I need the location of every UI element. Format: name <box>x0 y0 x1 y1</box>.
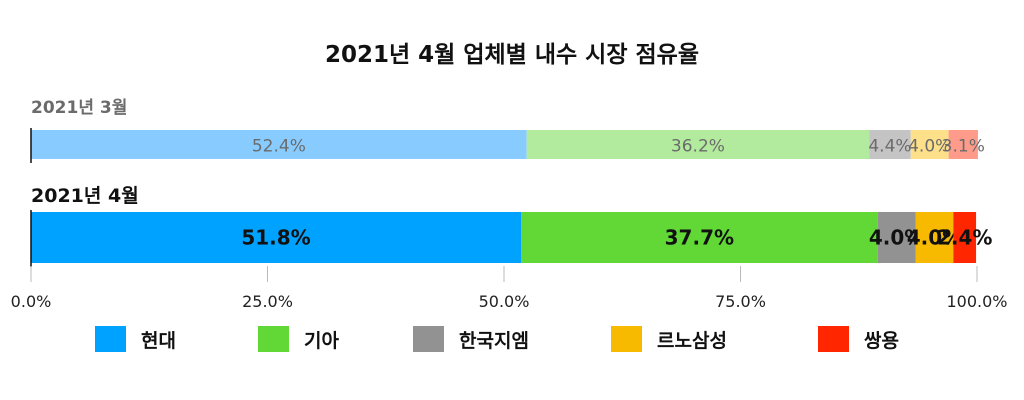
data-label: 4.0% <box>869 226 924 250</box>
data-label: 37.7% <box>665 226 734 250</box>
data-label: 51.8% <box>241 226 310 250</box>
tick-label: 75.0% <box>715 292 766 311</box>
legend-label: 르노삼성 <box>657 330 727 352</box>
data-label: 52.4% <box>252 137 306 157</box>
x-axis: 0.0% 25.0% 50.0% 75.0% 100.0% <box>11 266 1008 311</box>
bar-segment <box>915 212 954 263</box>
legend-swatch <box>611 326 642 352</box>
category-label: 2021년 3월 <box>31 98 127 118</box>
legend-label: 쌍용 <box>864 330 899 352</box>
bar-segment <box>910 130 949 159</box>
bar-segment <box>31 212 522 263</box>
data-label: 3.1% <box>942 137 985 157</box>
tick-label: 100.0% <box>946 292 1007 311</box>
legend: 현대 기아 한국지엠 르노삼성 쌍용 <box>95 326 899 352</box>
bar-segment <box>31 130 527 159</box>
category-label: 2021년 4월 <box>31 185 139 207</box>
bar-segment <box>869 130 911 159</box>
bar-segment <box>953 212 977 263</box>
legend-swatch <box>818 326 849 352</box>
legend-label: 한국지엠 <box>459 330 529 352</box>
tick-label: 0.0% <box>11 292 52 311</box>
data-label: 4.4% <box>868 137 911 157</box>
bar-segment <box>877 212 916 263</box>
data-label: 4.0% <box>907 226 962 250</box>
legend-swatch <box>95 326 126 352</box>
legend-swatch <box>258 326 289 352</box>
bar-segment <box>521 212 878 263</box>
data-label: 2.4% <box>937 226 992 250</box>
tick-label: 50.0% <box>479 292 530 311</box>
chart-title: 2021년 4월 업체별 내수 시장 점유율 <box>325 42 699 68</box>
legend-swatch <box>413 326 444 352</box>
data-label: 36.2% <box>671 137 725 157</box>
tick-label: 25.0% <box>242 292 293 311</box>
legend-label: 현대 <box>141 330 176 352</box>
bar-segment <box>948 130 978 159</box>
legend-label: 기아 <box>304 330 339 352</box>
data-label: 4.0% <box>908 137 951 157</box>
bar-segment <box>526 130 870 159</box>
